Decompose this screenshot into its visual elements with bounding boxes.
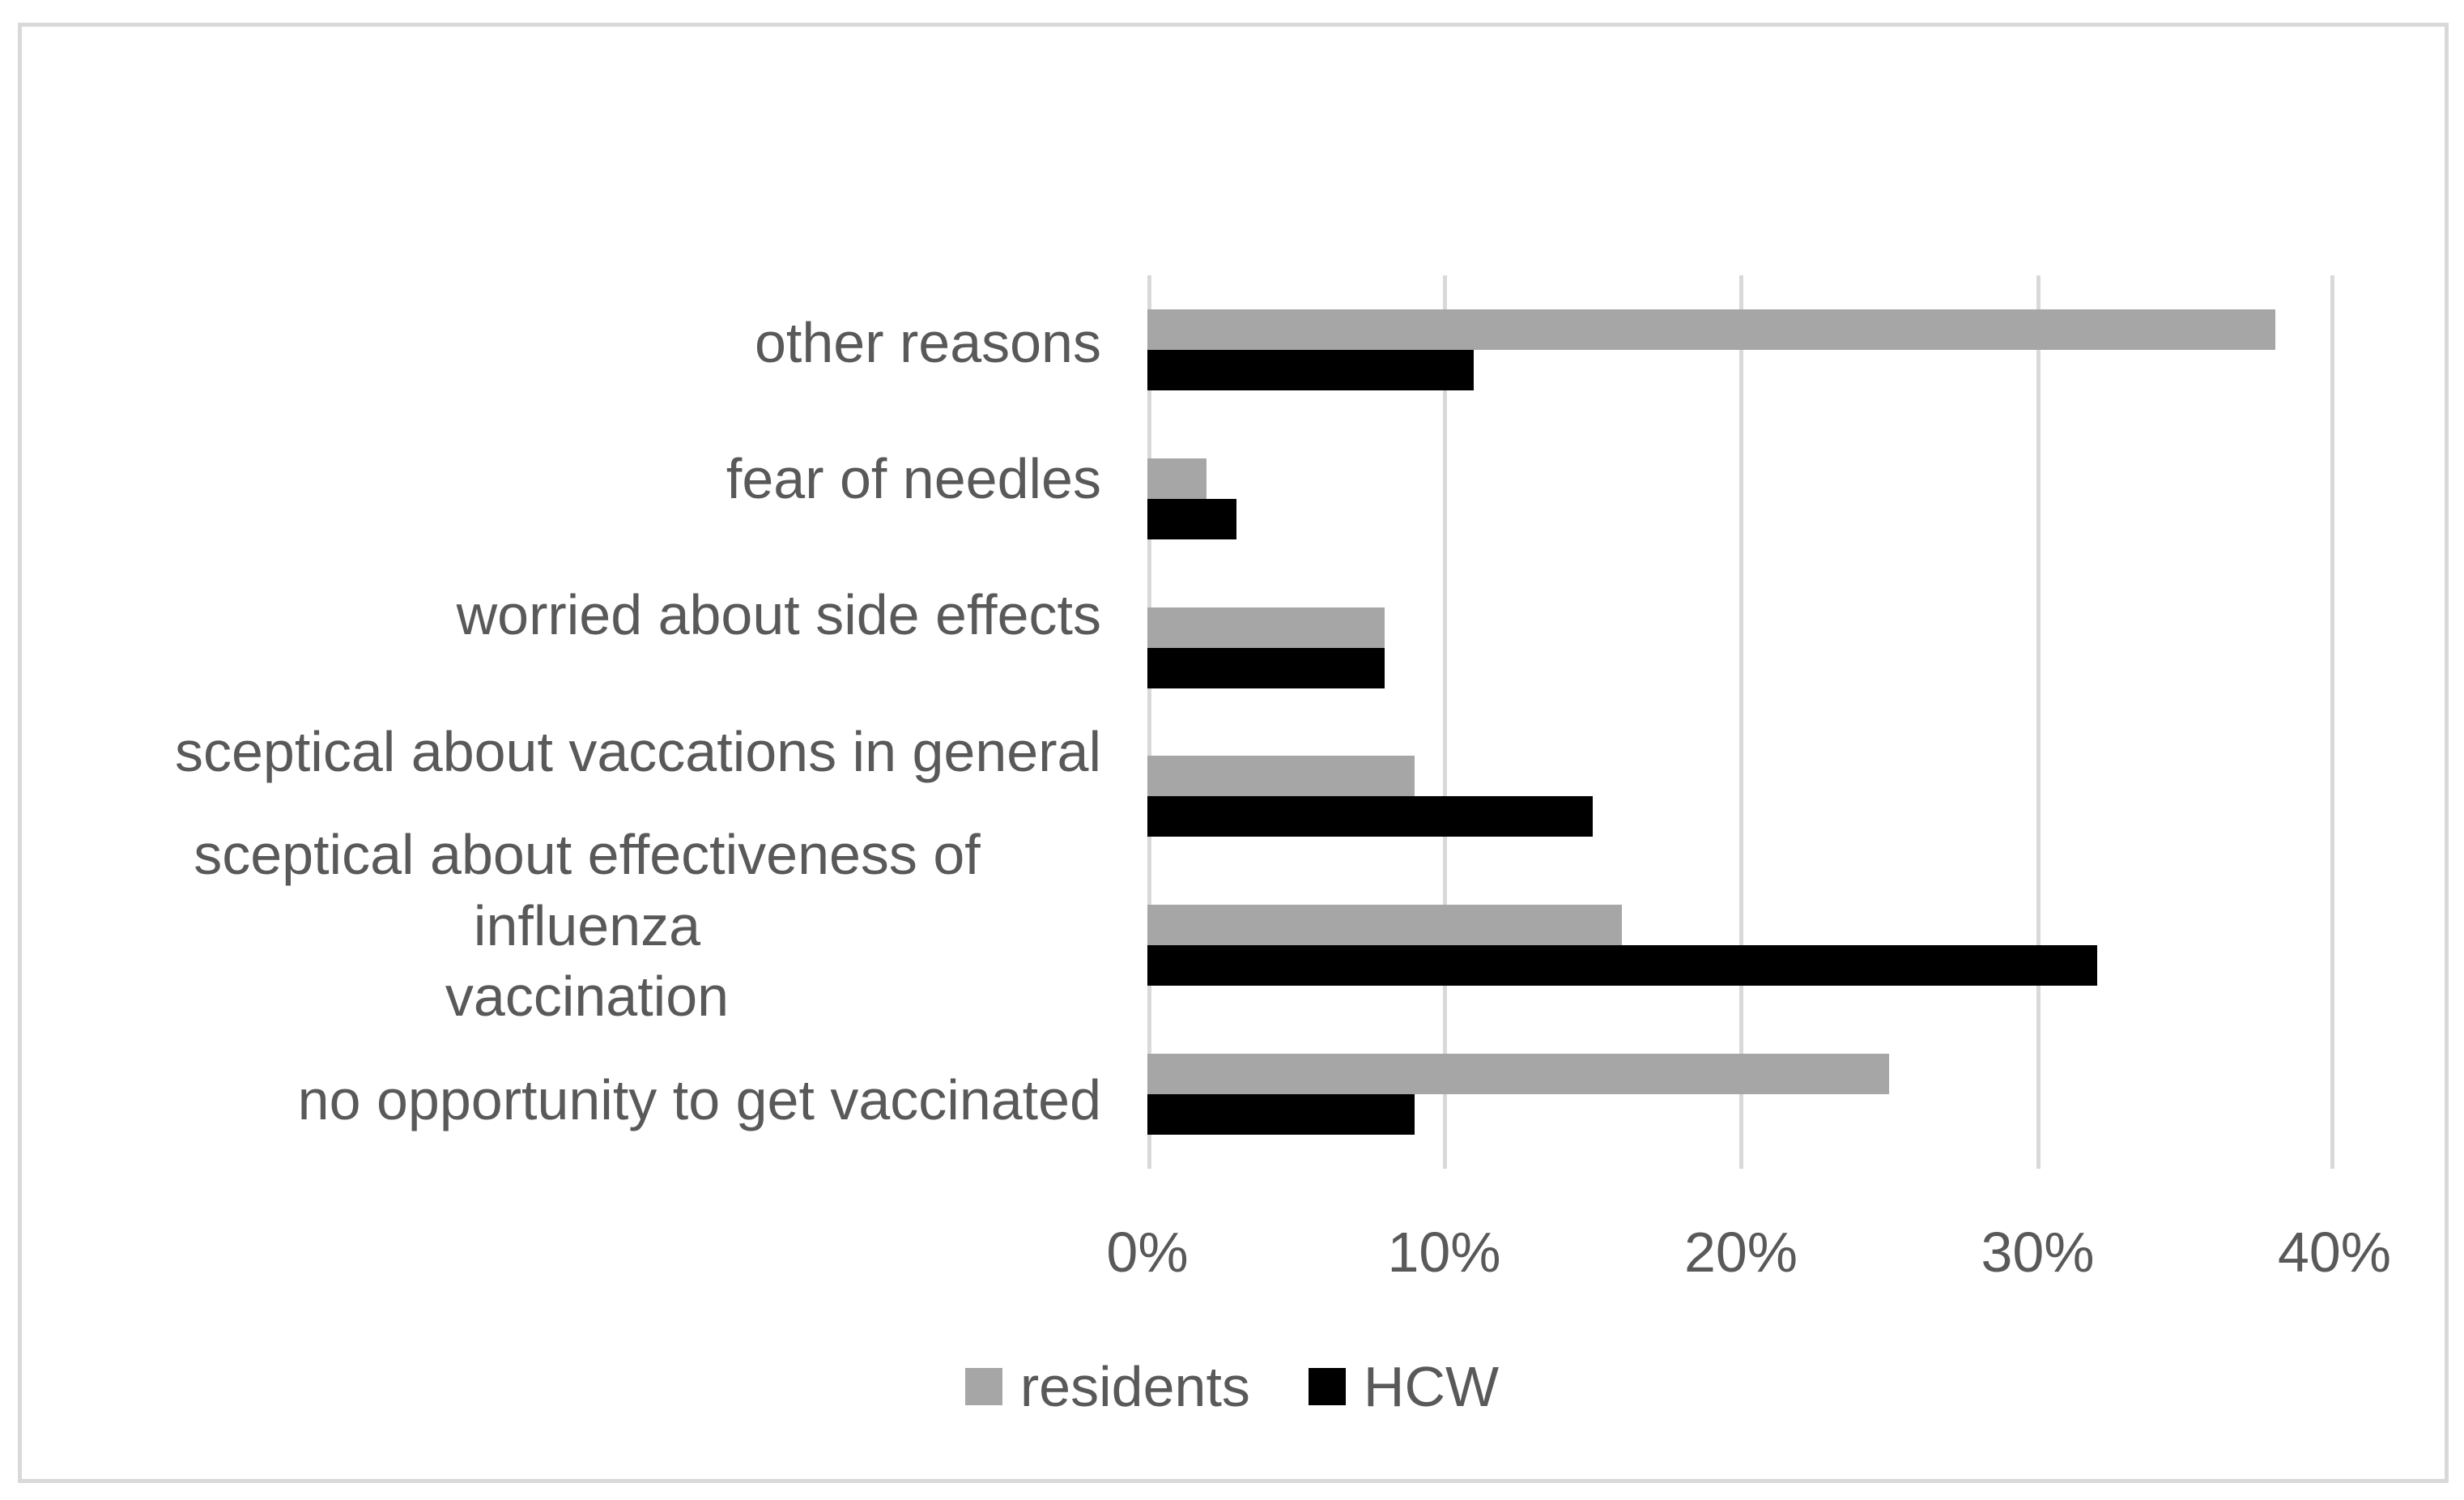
x-axis: 0% 10% 20% 30% 40% <box>1106 1220 2391 1293</box>
bar-hcw <box>1147 1094 1415 1136</box>
bar-hcw <box>1147 647 1385 688</box>
bar-group <box>1147 424 2334 573</box>
x-tick-label: 0% <box>1106 1221 1189 1284</box>
legend-swatch-residents <box>964 1368 1002 1405</box>
category-label: no opportunity to get vaccinated <box>297 1068 1101 1132</box>
category-label: sceptical about effectiveness of influen… <box>194 823 981 1029</box>
legend-swatch-hcw <box>1308 1368 1346 1405</box>
legend-label-hcw: HCW <box>1363 1355 1500 1418</box>
bar-group <box>1147 1020 2334 1169</box>
legend-label-residents: residents <box>1019 1355 1250 1418</box>
chart-outer-border <box>18 23 2449 1483</box>
x-tick-label: 40% <box>2277 1221 2392 1284</box>
x-tick-label: 30% <box>1981 1221 2095 1284</box>
bar-residents <box>1147 1054 1890 1095</box>
x-tick-label: 20% <box>1683 1221 1798 1284</box>
bar-residents <box>1147 309 2275 350</box>
legend: residents HCW <box>0 1354 2464 1419</box>
category-label: worried about side effects <box>456 583 1101 647</box>
bar-group <box>1147 573 2334 722</box>
bar-residents <box>1147 905 1623 946</box>
category-label: other reasons <box>754 311 1101 375</box>
bar-group <box>1147 275 2334 424</box>
bar-groups <box>1147 275 2334 1169</box>
category-label: fear of needles <box>726 447 1101 511</box>
category-axis-labels: other reasons fear of needles worried ab… <box>73 275 1101 1169</box>
bar-residents <box>1147 756 1415 797</box>
bar-hcw <box>1147 498 1236 539</box>
bar-residents <box>1147 607 1385 648</box>
category-label: sceptical about vaccations in general <box>174 719 1101 783</box>
x-tick-label: 10% <box>1387 1221 1501 1284</box>
bar-group <box>1147 722 2334 871</box>
gridline-10pct <box>1442 275 1447 1169</box>
bar-residents <box>1147 458 1207 499</box>
legend-item-hcw: HCW <box>1308 1354 1500 1419</box>
gridline-30pct <box>2036 275 2041 1169</box>
bar-hcw <box>1147 349 1475 390</box>
bar-hcw <box>1147 945 2097 987</box>
gridline-20pct <box>1739 275 1743 1169</box>
plot-area <box>1147 275 2334 1169</box>
gridline-40pct <box>2330 275 2334 1169</box>
bar-group <box>1147 871 2334 1020</box>
legend-item-residents: residents <box>964 1354 1250 1419</box>
bar-hcw <box>1147 796 1593 837</box>
gridline-0pct <box>1147 275 1151 1169</box>
